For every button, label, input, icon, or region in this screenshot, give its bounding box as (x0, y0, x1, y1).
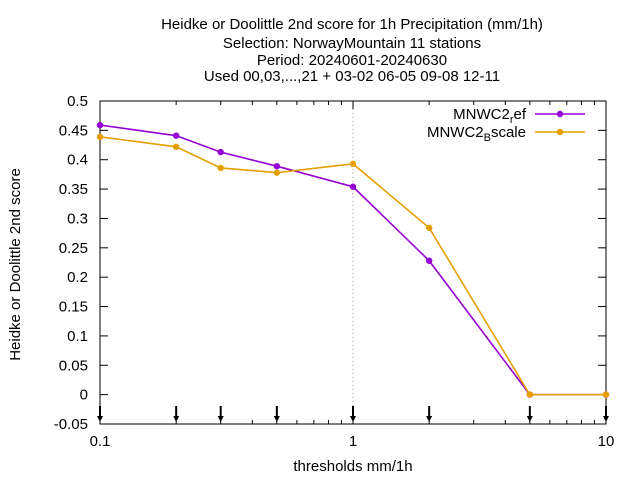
y-axis-ticks: -0.05 0 0.05 0.1 0.15 0.2 0.25 0.3 0.35 0.4 0.45 0.… (54, 93, 606, 433)
title-line-2: Selection: NorwayMountain 11 stations (223, 35, 481, 52)
y-tick-label: 0.15 (59, 299, 88, 316)
title-line-1: Heidke or Doolittle 2nd score for 1h Pre… (161, 16, 543, 33)
y-tick-label: 0.2 (67, 269, 88, 286)
series-2-point (602, 391, 610, 398)
legend-swatch-point-1 (556, 110, 564, 118)
y-tick-label: 0.4 (67, 152, 88, 169)
y-axis-label: Heidke or Doolittle 2nd score (7, 168, 24, 361)
title-line-3: Period: 20240601-20240630 (257, 52, 447, 69)
threshold-markers (97, 406, 609, 422)
legend-label-1: MNWC2ref (453, 106, 527, 126)
series-2-point (96, 133, 104, 141)
series-1-point (172, 132, 180, 139)
y-tick-label: 0.1 (67, 328, 88, 345)
x-axis-label: thresholds mm/1h (293, 458, 412, 475)
series-1-point (425, 257, 433, 264)
x-tick-label: 0.1 (90, 433, 111, 450)
series-2-point (273, 169, 281, 176)
legend-label-main: MNWC2 (427, 124, 484, 141)
x-axis-ticks: 0.1 1 10 (90, 101, 615, 450)
legend-label-sub: r (510, 114, 514, 126)
threshold-arrow-head (217, 416, 224, 422)
y-tick-label: 0.3 (67, 210, 88, 227)
series-2-point (526, 391, 534, 398)
legend-swatch-point-2 (556, 128, 564, 136)
series-line-1 (99, 124, 606, 396)
y-tick-label: 0 (80, 387, 88, 404)
series-1-point (217, 148, 224, 156)
series-2-point (349, 160, 357, 168)
series-1-point (96, 121, 104, 129)
series-1-point (349, 183, 357, 190)
legend-label-main: MNWC2 (453, 106, 510, 123)
threshold-arrow-head (173, 416, 180, 422)
legend-label-rest: scale (491, 124, 526, 141)
legend-label-2: MNWC2Bscale (427, 124, 526, 144)
series-1-point (273, 162, 281, 170)
y-tick-label: 0.5 (67, 93, 88, 110)
x-tick-label: 10 (598, 433, 615, 450)
y-tick-label: 0.35 (59, 181, 88, 198)
series-2-point (172, 143, 180, 151)
legend-label-sub: B (484, 132, 491, 144)
series-line-2 (99, 136, 606, 396)
threshold-arrow-head (526, 416, 533, 422)
y-tick-label: 0.25 (59, 240, 88, 257)
series-2-point (425, 224, 433, 232)
y-tick-label: -0.05 (54, 416, 88, 433)
y-tick-label: 0.45 (59, 122, 88, 139)
y-tick-label: 0.05 (59, 357, 88, 374)
series-lines (96, 121, 610, 398)
title-line-4: Used 00,03,...,21 + 03-02 06-05 09-08 12… (204, 68, 500, 85)
chart-title: Heidke or Doolittle 2nd score for 1h Pre… (161, 16, 543, 85)
threshold-arrow-head (273, 416, 280, 422)
legend-label-rest: ef (513, 106, 526, 123)
series-2-point (217, 164, 224, 172)
threshold-arrow-head (426, 416, 433, 422)
x-tick-label: 1 (349, 433, 357, 450)
